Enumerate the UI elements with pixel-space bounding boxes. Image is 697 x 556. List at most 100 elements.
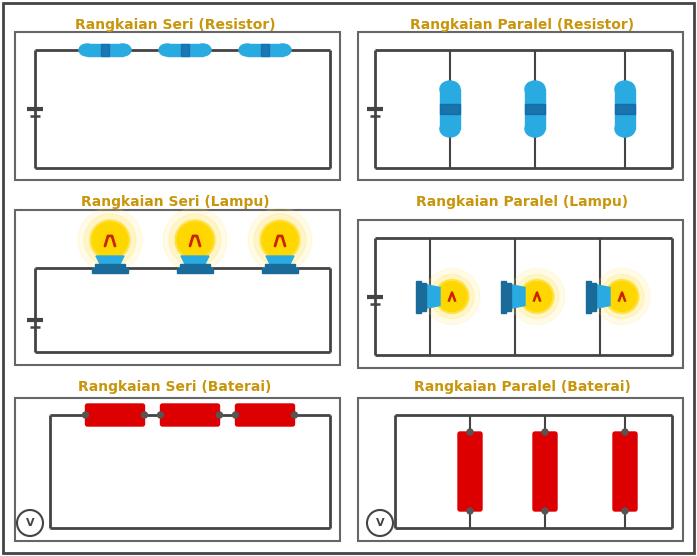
Circle shape: [622, 508, 628, 514]
Polygon shape: [96, 256, 124, 264]
Text: Rangkaian Seri (Resistor): Rangkaian Seri (Resistor): [75, 18, 275, 32]
Circle shape: [217, 412, 222, 418]
Circle shape: [430, 275, 474, 319]
Polygon shape: [425, 285, 440, 309]
Bar: [615, 89, 635, 129]
Ellipse shape: [159, 44, 175, 56]
Bar: [92, 268, 128, 273]
Circle shape: [175, 220, 215, 260]
Text: V: V: [26, 518, 34, 528]
Bar: [440, 104, 460, 114]
Circle shape: [233, 412, 238, 418]
Circle shape: [467, 429, 473, 435]
Circle shape: [248, 208, 312, 272]
Circle shape: [605, 280, 639, 314]
Bar: [180, 264, 210, 270]
Text: V: V: [376, 518, 384, 528]
Text: Rangkaian Seri (Baterai): Rangkaian Seri (Baterai): [78, 380, 272, 394]
Circle shape: [141, 412, 148, 418]
Circle shape: [515, 275, 559, 319]
Bar: [591, 282, 596, 310]
Ellipse shape: [440, 81, 460, 97]
Ellipse shape: [239, 44, 255, 56]
Circle shape: [158, 412, 164, 418]
Circle shape: [291, 412, 298, 418]
FancyBboxPatch shape: [86, 404, 144, 426]
Text: Rangkaian Paralel (Lampu): Rangkaian Paralel (Lampu): [416, 195, 628, 209]
FancyBboxPatch shape: [613, 432, 637, 511]
Circle shape: [260, 220, 300, 260]
FancyBboxPatch shape: [458, 432, 482, 511]
Circle shape: [542, 429, 548, 435]
Bar: [15, 398, 340, 541]
Bar: [265, 264, 295, 270]
Ellipse shape: [440, 121, 460, 137]
Polygon shape: [510, 285, 525, 309]
Bar: [501, 280, 506, 312]
Circle shape: [17, 510, 43, 536]
Circle shape: [262, 222, 298, 258]
Circle shape: [435, 280, 469, 314]
Circle shape: [82, 412, 89, 418]
Circle shape: [522, 281, 552, 311]
Bar: [416, 280, 421, 312]
Circle shape: [84, 214, 136, 266]
Circle shape: [92, 222, 128, 258]
Bar: [87, 44, 123, 56]
Ellipse shape: [615, 81, 635, 97]
Circle shape: [520, 280, 554, 314]
Bar: [358, 32, 683, 180]
Ellipse shape: [525, 81, 545, 97]
Circle shape: [600, 275, 644, 319]
Bar: [506, 282, 511, 310]
Bar: [167, 44, 203, 56]
FancyBboxPatch shape: [533, 432, 557, 511]
Circle shape: [594, 269, 650, 325]
Polygon shape: [266, 256, 294, 264]
Ellipse shape: [115, 44, 131, 56]
Text: Rangkaian Paralel (Resistor): Rangkaian Paralel (Resistor): [410, 18, 634, 32]
Bar: [177, 268, 213, 273]
Circle shape: [542, 508, 548, 514]
Bar: [261, 44, 269, 56]
Bar: [525, 89, 545, 129]
Bar: [358, 220, 683, 368]
Circle shape: [78, 208, 142, 272]
Bar: [95, 264, 125, 270]
Ellipse shape: [615, 121, 635, 137]
Bar: [440, 89, 460, 129]
Circle shape: [254, 214, 306, 266]
Bar: [262, 268, 298, 273]
Text: Rangkaian Paralel (Baterai): Rangkaian Paralel (Baterai): [413, 380, 631, 394]
Bar: [247, 44, 283, 56]
Bar: [181, 44, 189, 56]
Circle shape: [467, 508, 473, 514]
Ellipse shape: [275, 44, 291, 56]
Bar: [615, 104, 635, 114]
Polygon shape: [595, 285, 610, 309]
Bar: [525, 104, 545, 114]
Bar: [15, 210, 340, 365]
Circle shape: [622, 429, 628, 435]
Bar: [101, 44, 109, 56]
Ellipse shape: [79, 44, 95, 56]
Text: Rangkaian Seri (Lampu): Rangkaian Seri (Lampu): [81, 195, 269, 209]
Ellipse shape: [525, 121, 545, 137]
Bar: [421, 282, 426, 310]
Circle shape: [169, 214, 221, 266]
Bar: [586, 280, 591, 312]
FancyBboxPatch shape: [160, 404, 220, 426]
Circle shape: [437, 281, 467, 311]
Circle shape: [367, 510, 393, 536]
Circle shape: [177, 222, 213, 258]
FancyBboxPatch shape: [236, 404, 295, 426]
Circle shape: [424, 269, 480, 325]
Circle shape: [607, 281, 637, 311]
Bar: [358, 398, 683, 541]
Ellipse shape: [195, 44, 211, 56]
Bar: [15, 32, 340, 180]
Circle shape: [163, 208, 227, 272]
Polygon shape: [181, 256, 209, 264]
Circle shape: [509, 269, 565, 325]
Circle shape: [90, 220, 130, 260]
